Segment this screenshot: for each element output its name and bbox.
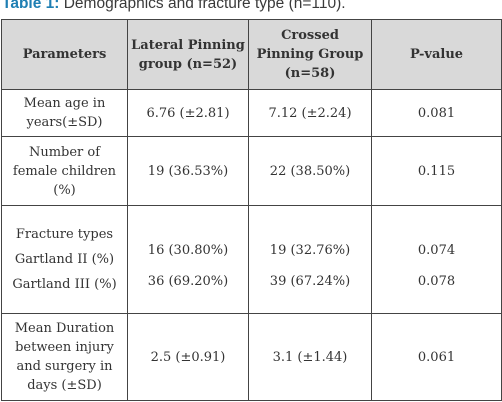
demographics-table: Parameters Lateral Pinning group (n=52) … (1, 19, 502, 401)
caption-text: Demographics and fracture type (n=110). (59, 0, 346, 12)
table-row: Mean age in years(±SD) 6.76 (±2.81) 7.12… (1, 89, 502, 137)
param-cell: Mean Duration between injury and surgery… (1, 313, 128, 401)
gartland-iii-crossed: 39 (67.24%) (269, 273, 351, 289)
gartland-ii-p: 0.074 (417, 242, 456, 258)
lateral-cell: 16 (30.80%) 36 (69.20%) (127, 205, 249, 314)
param-cell: Fracture types Gartland II (%) Gartland … (1, 205, 128, 314)
param-cell: Mean age in years(±SD) (1, 89, 128, 137)
header-crossed-group: Crossed Pinning Group (n=58) (248, 19, 372, 90)
crossed-cell: 19 (32.76%) 39 (67.24%) (248, 205, 372, 314)
gartland-iii-p: 0.078 (417, 273, 456, 289)
p-value-cell: 0.115 (371, 136, 502, 206)
table-row: Number of female children (%) 19 (36.53%… (1, 136, 502, 206)
table-row: Mean Duration between injury and surgery… (1, 313, 502, 401)
lateral-cell: 19 (36.53%) (127, 136, 249, 206)
lateral-cell: 2.5 (±0.91) (127, 313, 249, 401)
gartland-ii-lateral: 16 (30.80%) (147, 242, 229, 258)
lateral-cell: 6.76 (±2.81) (127, 89, 249, 137)
table-caption: Table 1: Demographics and fracture type … (2, 0, 502, 15)
header-lateral-group: Lateral Pinning group (n=52) (127, 19, 249, 90)
caption-label: Table 1: (2, 0, 60, 12)
p-value-cell: 0.074 0.078 (371, 205, 502, 314)
header-p-value: P-value (371, 19, 502, 90)
p-value-cell: 0.081 (371, 89, 502, 137)
crossed-cell: 7.12 (±2.24) (248, 89, 372, 137)
gartland-iii-label: Gartland III (%) (12, 277, 117, 292)
gartland-ii-label: Gartland II (%) (14, 252, 115, 267)
param-cell: Number of female children (%) (1, 136, 128, 206)
header-parameters: Parameters (1, 19, 128, 90)
crossed-cell: 22 (38.50%) (248, 136, 372, 206)
fracture-types-title: Fracture types (15, 227, 114, 242)
table-row: Fracture types Gartland II (%) Gartland … (1, 205, 502, 314)
crossed-cell: 3.1 (±1.44) (248, 313, 372, 401)
gartland-ii-crossed: 19 (32.76%) (269, 242, 351, 258)
table-header-row: Parameters Lateral Pinning group (n=52) … (1, 19, 502, 90)
p-value-cell: 0.061 (371, 313, 502, 401)
gartland-iii-lateral: 36 (69.20%) (147, 273, 229, 289)
